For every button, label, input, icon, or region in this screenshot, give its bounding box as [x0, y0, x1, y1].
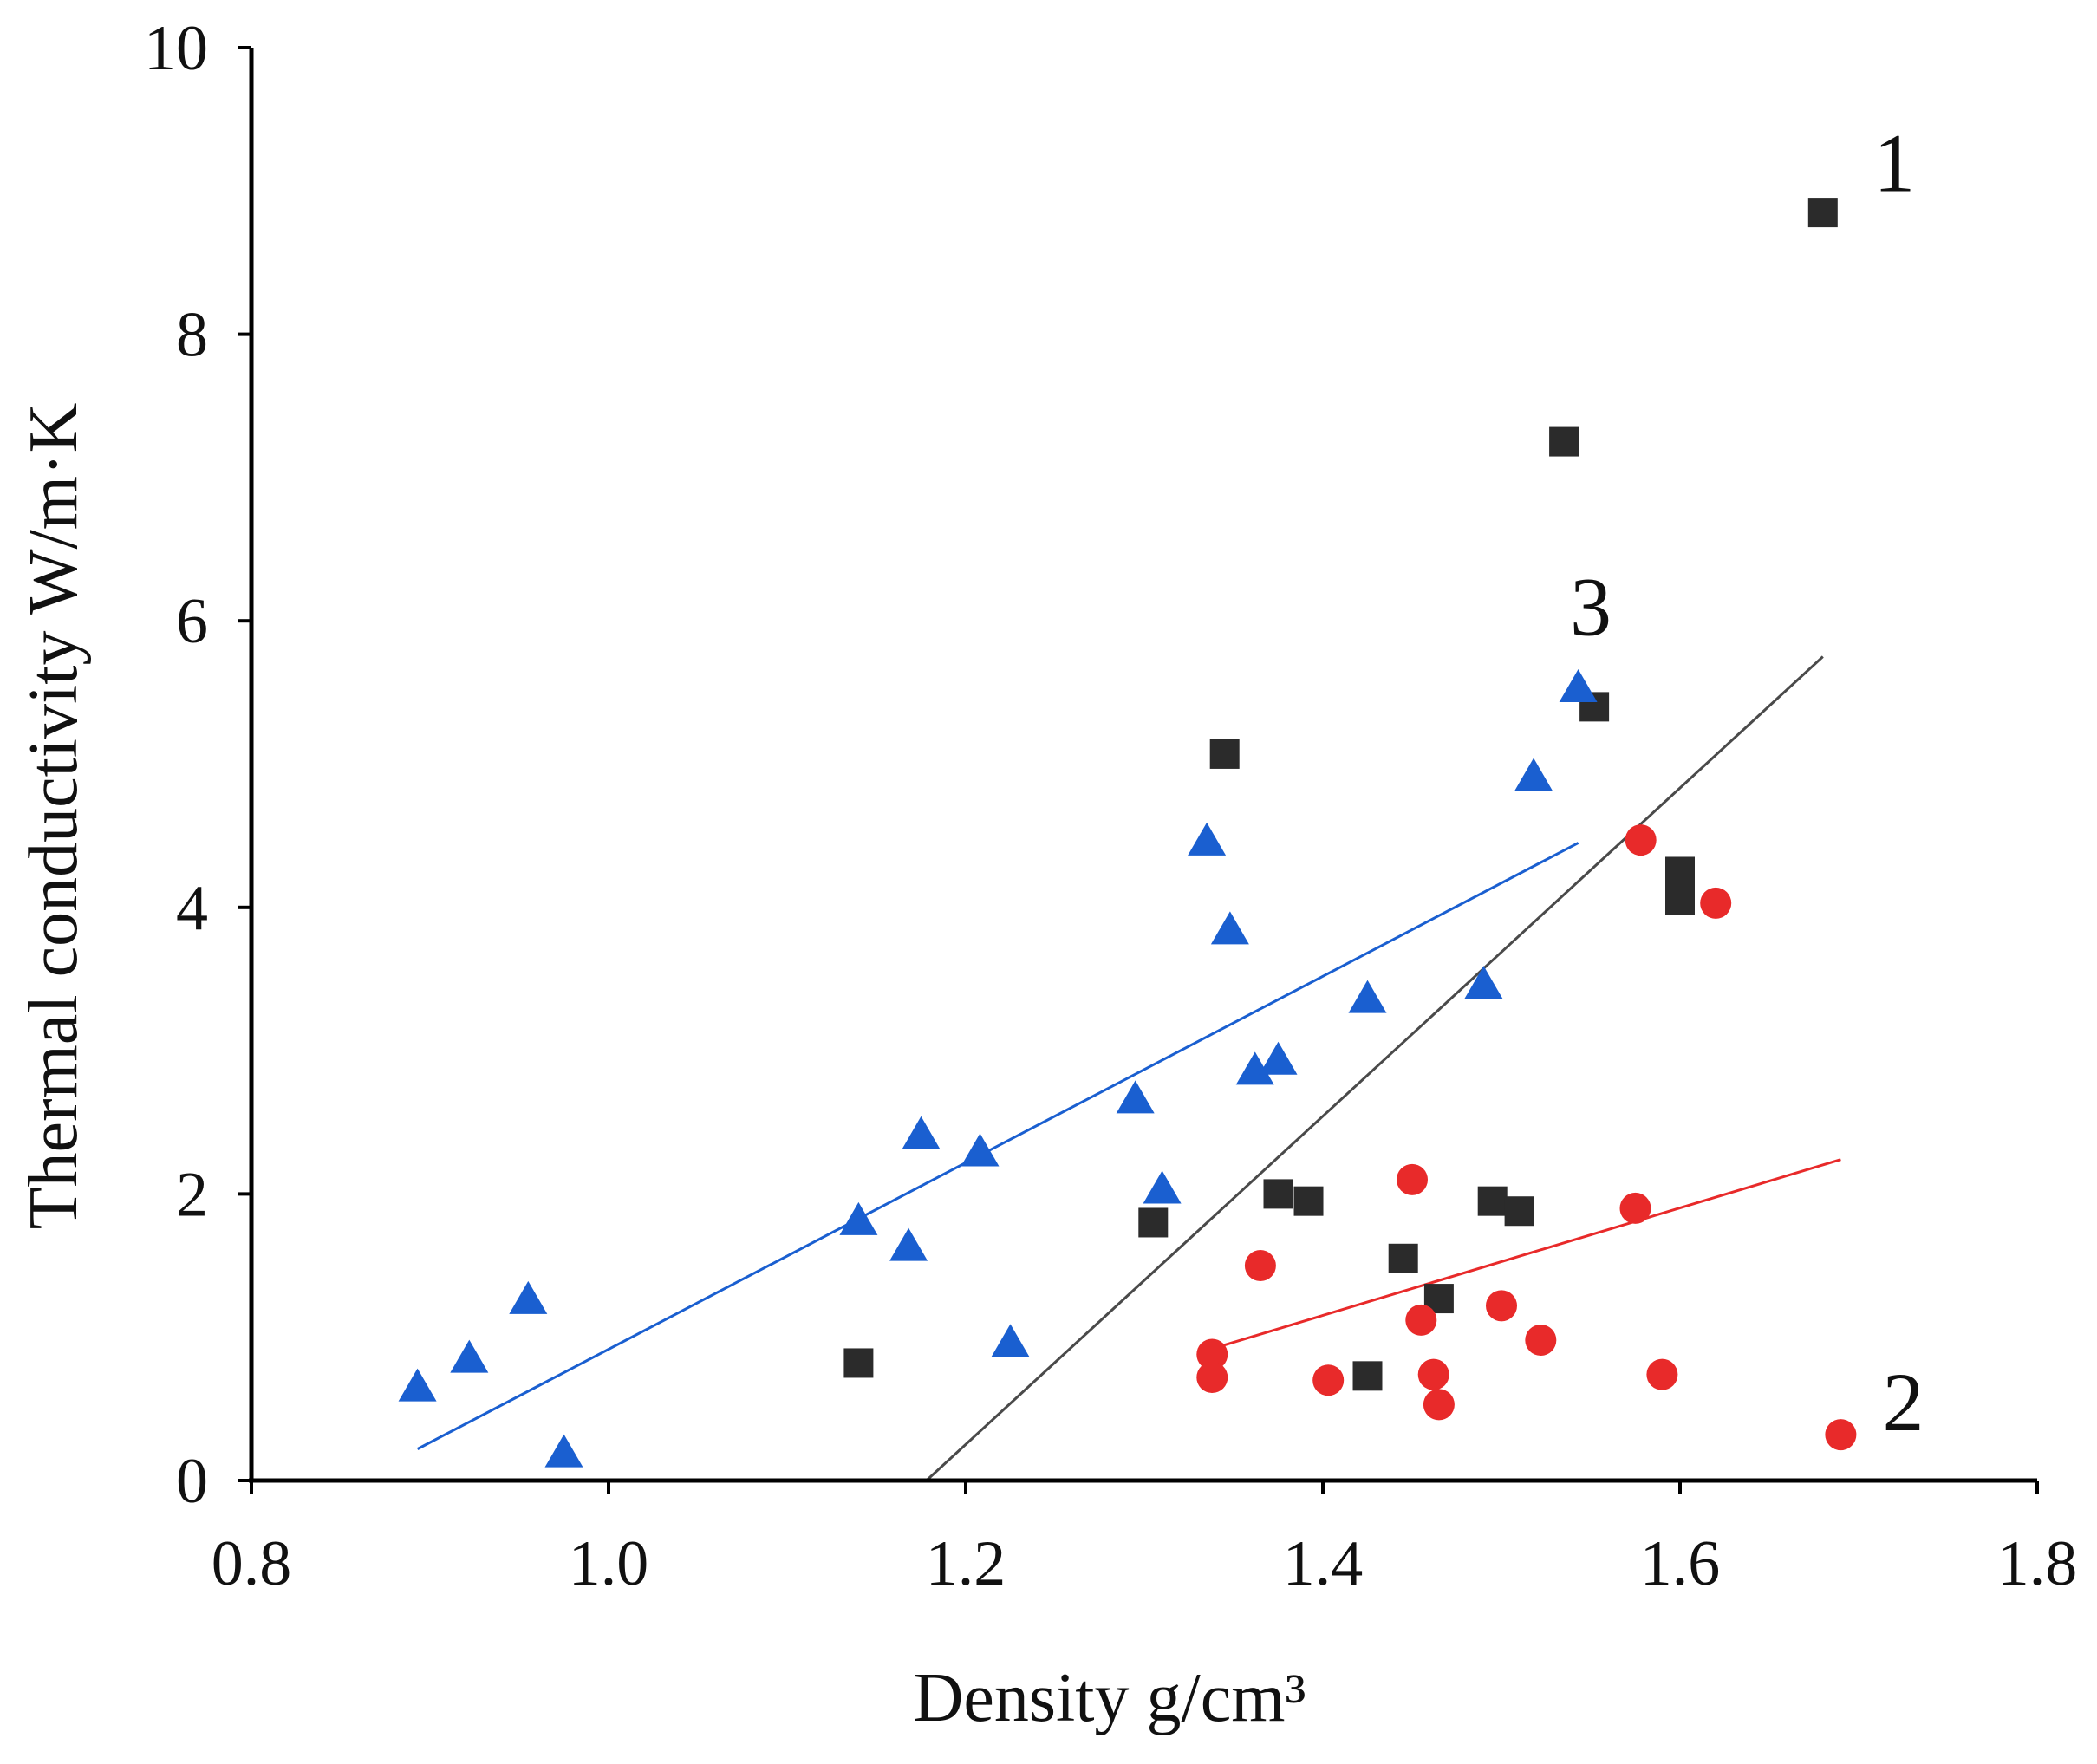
data-point-square [1263, 1179, 1293, 1209]
data-point-triangle [1210, 911, 1249, 945]
data-point-square [1293, 1186, 1324, 1216]
series-label-1: 1 [1873, 116, 1915, 209]
data-point-square [1388, 1243, 1418, 1273]
data-point-triangle [450, 1339, 489, 1373]
data-point-square [1665, 856, 1695, 887]
data-point-triangle [1348, 980, 1387, 1013]
data-point-triangle [889, 1227, 928, 1261]
data-point-square [1352, 1361, 1383, 1391]
data-point-triangle [1259, 1041, 1298, 1075]
data-point-circle [1405, 1304, 1437, 1336]
y-tick-label: 6 [176, 586, 208, 657]
data-point-layer [398, 198, 1857, 1468]
data-point-circle [1619, 1192, 1651, 1224]
data-point-triangle [1559, 668, 1598, 702]
data-point-square [1807, 198, 1838, 228]
data-point-circle [1312, 1364, 1345, 1396]
y-axis-title: Thermal conductivity W/m·K [16, 403, 92, 1230]
data-point-triangle [961, 1133, 1000, 1167]
data-point-triangle [991, 1324, 1030, 1357]
data-point-triangle [1464, 966, 1503, 999]
series-2-points [1196, 824, 1857, 1451]
data-point-triangle [1235, 1051, 1274, 1085]
data-point-square [1209, 739, 1240, 769]
data-point-circle [1196, 1361, 1228, 1393]
data-point-circle [1423, 1389, 1455, 1421]
series-1-points [843, 198, 1838, 1391]
x-tick-label: 1.2 [926, 1528, 1006, 1599]
data-point-triangle [902, 1116, 941, 1149]
axes [249, 48, 2037, 1483]
data-point-square [1504, 1196, 1534, 1227]
data-point-triangle [509, 1280, 548, 1314]
y-tick-label: 10 [144, 13, 208, 84]
data-point-square [1477, 1186, 1508, 1216]
data-point-triangle [1188, 822, 1227, 856]
y-tick-label: 0 [176, 1446, 208, 1517]
data-point-square [843, 1348, 874, 1378]
series-label-2: 2 [1883, 1356, 1924, 1448]
x-tick-label: 1.8 [1997, 1528, 2078, 1599]
data-point-circle [1646, 1358, 1678, 1390]
data-point-circle [1625, 824, 1657, 856]
trendline-series-2 [1211, 1158, 1841, 1351]
x-tick-label: 0.8 [212, 1528, 292, 1599]
x-tick-label: 1.0 [569, 1528, 649, 1599]
black-trendline [925, 655, 1824, 1482]
data-point-circle [1700, 887, 1732, 919]
data-point-triangle [1116, 1080, 1155, 1114]
y-tick-label: 4 [176, 873, 208, 944]
data-point-square [1138, 1207, 1169, 1238]
series-label-3: 3 [1570, 561, 1612, 654]
data-point-square [1665, 885, 1695, 915]
data-point-circle [1417, 1358, 1449, 1390]
data-point-triangle [544, 1434, 583, 1468]
series-labels: 1 2 3 [1570, 116, 1924, 1448]
data-point-triangle [398, 1368, 437, 1402]
data-point-circle [1486, 1290, 1517, 1322]
data-point-circle [1825, 1419, 1857, 1451]
y-tick-label: 2 [176, 1159, 208, 1230]
data-point-circle [1397, 1163, 1428, 1195]
trendline-layer [416, 655, 1841, 1482]
y-tick-label: 8 [176, 300, 208, 371]
data-point-square [1549, 426, 1579, 457]
data-point-triangle [839, 1201, 878, 1235]
data-point-triangle [1143, 1170, 1182, 1204]
series-3-points [398, 668, 1598, 1468]
data-point-triangle [1514, 758, 1553, 791]
x-tick-label: 1.4 [1283, 1528, 1364, 1599]
x-axis-title: Density g/cm³ [914, 1660, 1306, 1736]
data-point-circle [1196, 1338, 1228, 1370]
trendline-series-3 [416, 842, 1579, 1450]
data-point-circle [1525, 1325, 1557, 1357]
x-tick-label: 1.6 [1640, 1528, 1721, 1599]
tick-layer: 0.8 1.0 1.2 1.4 1.6 1.8 0 2 4 6 8 10 [144, 13, 2077, 1599]
data-point-circle [1244, 1250, 1276, 1282]
